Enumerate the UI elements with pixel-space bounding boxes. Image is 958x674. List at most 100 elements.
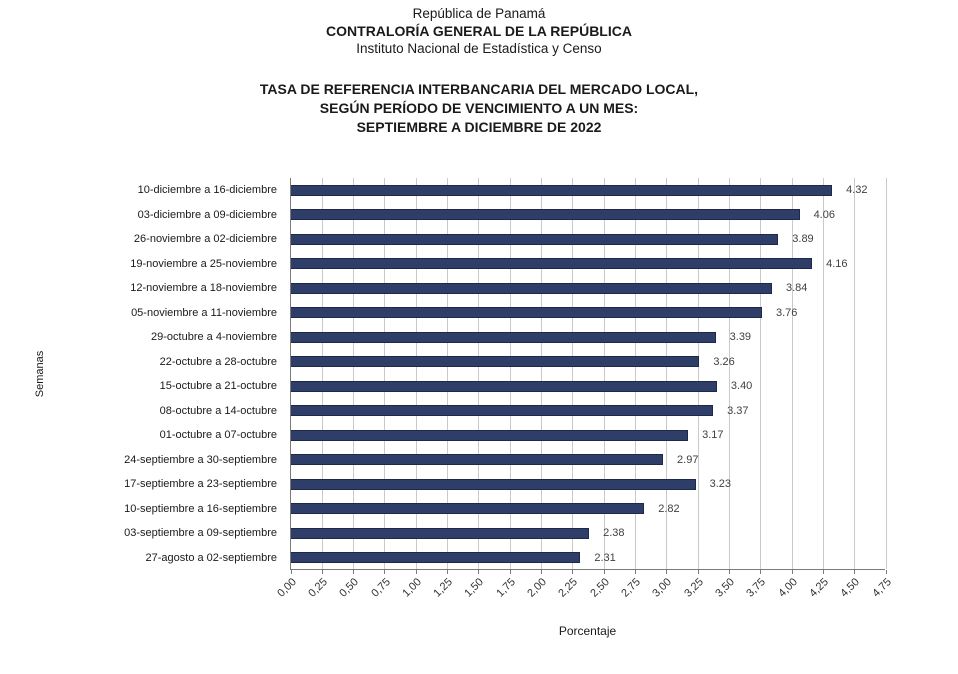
gridline	[666, 178, 668, 569]
bar-row: 4.32	[291, 178, 885, 203]
gridline	[603, 178, 605, 569]
value-label: 3.26	[713, 355, 735, 368]
gridline	[697, 178, 699, 569]
axis-tick-mark	[885, 570, 887, 574]
category-label: 03-septiembre a 09-septiembre	[124, 527, 277, 539]
x-tick-label: 3,25	[681, 576, 706, 600]
x-axis-title: Porcentaje	[558, 624, 617, 638]
axis-tick-mark	[572, 570, 574, 574]
value-label: 3.17	[702, 429, 724, 442]
header-country: República de Panamá	[412, 6, 546, 21]
axis-tick-mark	[603, 570, 605, 574]
x-tick-label: 2,00	[525, 576, 550, 600]
category-label: 22-octubre a 28-octubre	[159, 355, 277, 368]
chart-title-line1: TASA DE REFERENCIA INTERBANCARIA DEL MER…	[259, 81, 699, 97]
bar-row: 2.38	[291, 521, 885, 546]
axis-tick-mark	[290, 570, 292, 574]
value-label: 3.37	[727, 404, 749, 417]
bar	[291, 331, 716, 343]
chart-title: TASA DE REFERENCIA INTERBANCARIA DEL MER…	[0, 80, 958, 137]
category-label: 10-diciembre a 16-diciembre	[137, 184, 277, 196]
gridline	[728, 178, 730, 569]
x-tick-label: 3,50	[713, 576, 737, 600]
plot-area: 4.32 4.06 3.89 4.16 3.84 3.76 3.39 3.26 3.40 3.37…	[290, 178, 887, 574]
axis-tick-mark	[353, 570, 355, 574]
bar-row: 3.39	[291, 325, 885, 350]
value-label: 4.16	[826, 257, 848, 270]
gridline	[353, 178, 355, 569]
bar-row: 3.89	[291, 227, 885, 252]
x-axis-tick-labels: 0,00 0,25 0,50 0,75 1,00 1,25 1,50 1,75 2,00 2,25…	[275, 576, 894, 620]
value-label: 3.84	[786, 282, 808, 295]
category-label: 01-octubre a 07-octubre	[159, 429, 277, 441]
value-label: 3.40	[730, 380, 753, 393]
report-header: República de Panamá CONTRALORÍA GENERAL …	[0, 6, 958, 56]
axis-tick-mark	[321, 570, 323, 574]
x-tick-label: 0,25	[306, 576, 330, 600]
axis-tick-mark	[415, 570, 417, 574]
gridline	[854, 178, 856, 569]
bar-row: 3.76	[291, 301, 885, 326]
bar	[291, 233, 779, 245]
category-label: 19-noviembre a 25-noviembre	[130, 257, 277, 270]
gridline	[415, 178, 417, 569]
category-label: 27-agosto a 02-septiembre	[145, 551, 277, 564]
category-label: 10-septiembre a 16-septiembre	[124, 502, 277, 515]
x-tick-label: 0,50	[337, 576, 362, 600]
value-label: 2.97	[677, 453, 699, 466]
axis-tick-mark	[760, 570, 762, 574]
category-label: 29-octubre a 4-noviembre	[151, 331, 277, 343]
bar-row: 3.17	[291, 423, 885, 448]
bar	[291, 209, 800, 221]
bar	[291, 429, 689, 441]
bar	[291, 282, 772, 294]
axis-tick-mark	[509, 570, 511, 574]
bar-row: 3.37	[291, 399, 885, 424]
bar	[291, 380, 717, 392]
gridline	[791, 178, 793, 569]
bar	[291, 527, 590, 539]
x-tick-label: 1,25	[431, 576, 456, 600]
gridline	[478, 178, 480, 569]
x-tick-label: 2,75	[619, 576, 643, 600]
chart-title-line3: SEPTIEMBRE A DICIEMBRE DE 2022	[356, 119, 602, 135]
bar	[291, 307, 762, 319]
bar-row: 2.97	[291, 448, 885, 473]
bar-row: 4.06	[291, 203, 885, 228]
x-tick-label: 1,50	[462, 576, 487, 600]
value-label: 4.06	[813, 208, 835, 221]
x-tick-label: 2,25	[556, 576, 581, 600]
value-label: 3.39	[729, 331, 752, 344]
x-tick-label: 3,75	[744, 576, 769, 600]
gridline	[509, 178, 511, 569]
bar-row: 3.26	[291, 350, 885, 375]
value-label: 3.23	[709, 478, 732, 491]
axis-tick-mark	[447, 570, 449, 574]
bar	[291, 552, 581, 564]
bar	[291, 454, 664, 466]
x-tick-label: 4,25	[807, 576, 831, 600]
bar-row: 3.40	[291, 374, 885, 399]
header-institute: Instituto Nacional de Estadística y Cens…	[356, 41, 602, 56]
x-tick-label: 4,75	[869, 576, 894, 600]
gridline	[447, 178, 449, 569]
axis-tick-mark	[854, 570, 856, 574]
category-label: 03-diciembre a 09-diciembre	[137, 208, 277, 221]
category-label: 05-noviembre a 11-noviembre	[131, 306, 277, 319]
axis-tick-mark	[478, 570, 480, 574]
gridline	[760, 178, 762, 569]
category-label: 17-septiembre a 23-septiembre	[124, 478, 277, 490]
category-label: 26-noviembre a 02-diciembre	[133, 233, 277, 245]
axis-tick-mark	[384, 570, 386, 574]
bar	[291, 258, 813, 270]
category-label: 15-octubre a 21-octubre	[159, 380, 277, 392]
axis-tick-mark	[791, 570, 793, 574]
value-label: 3.89	[792, 233, 814, 246]
category-label: 12-noviembre a 18-noviembre	[130, 282, 277, 294]
gridline	[541, 178, 543, 569]
value-label: 2.38	[603, 527, 625, 540]
x-tick-label: 1,75	[494, 576, 518, 600]
value-label: 2.82	[658, 502, 680, 515]
gridline	[572, 178, 574, 569]
